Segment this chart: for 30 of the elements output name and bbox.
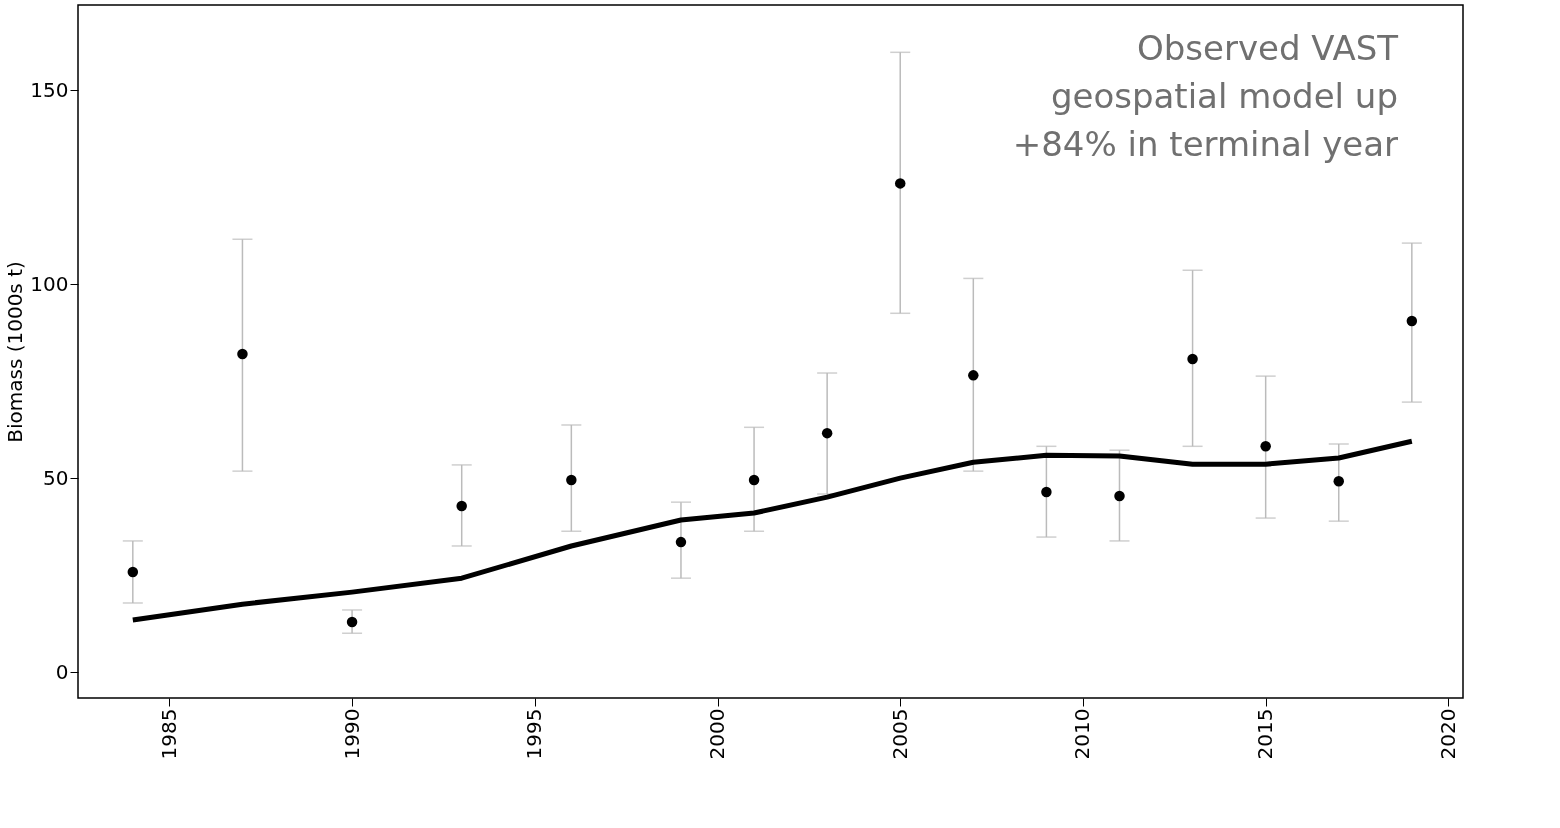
point [821, 427, 833, 439]
x-tick-label: 2005 [887, 708, 912, 760]
point [1114, 490, 1125, 502]
point [237, 348, 248, 360]
point [1041, 486, 1052, 498]
point [968, 370, 979, 381]
point [346, 616, 358, 628]
point [894, 178, 906, 189]
point [127, 566, 139, 578]
x-tick-label: 2015 [1253, 708, 1278, 760]
y-tick-label: 150 [30, 77, 69, 102]
y-tick-label: 50 [43, 465, 69, 490]
x-tick-label: 1995 [522, 708, 547, 760]
x-tick-label: 2020 [1435, 708, 1460, 760]
point [1406, 315, 1418, 327]
point [1260, 441, 1271, 452]
point [456, 500, 467, 512]
x-tick-label: 1990 [339, 708, 364, 760]
point [748, 474, 760, 486]
x-tick-label: 1985 [156, 708, 181, 760]
y-tick-label: 100 [30, 271, 69, 296]
point [1187, 353, 1198, 365]
y-axis-title: Biomass (1000s t) [3, 261, 28, 443]
point [1333, 475, 1344, 487]
x-tick-label: 2000 [705, 708, 730, 760]
x-tick-label: 2010 [1070, 708, 1095, 760]
point [675, 536, 687, 548]
point [566, 474, 577, 486]
annotation: Observed VAST geospatial model up +84% in terminal year [1012, 28, 1399, 164]
y-tick-label: 0 [55, 659, 69, 684]
